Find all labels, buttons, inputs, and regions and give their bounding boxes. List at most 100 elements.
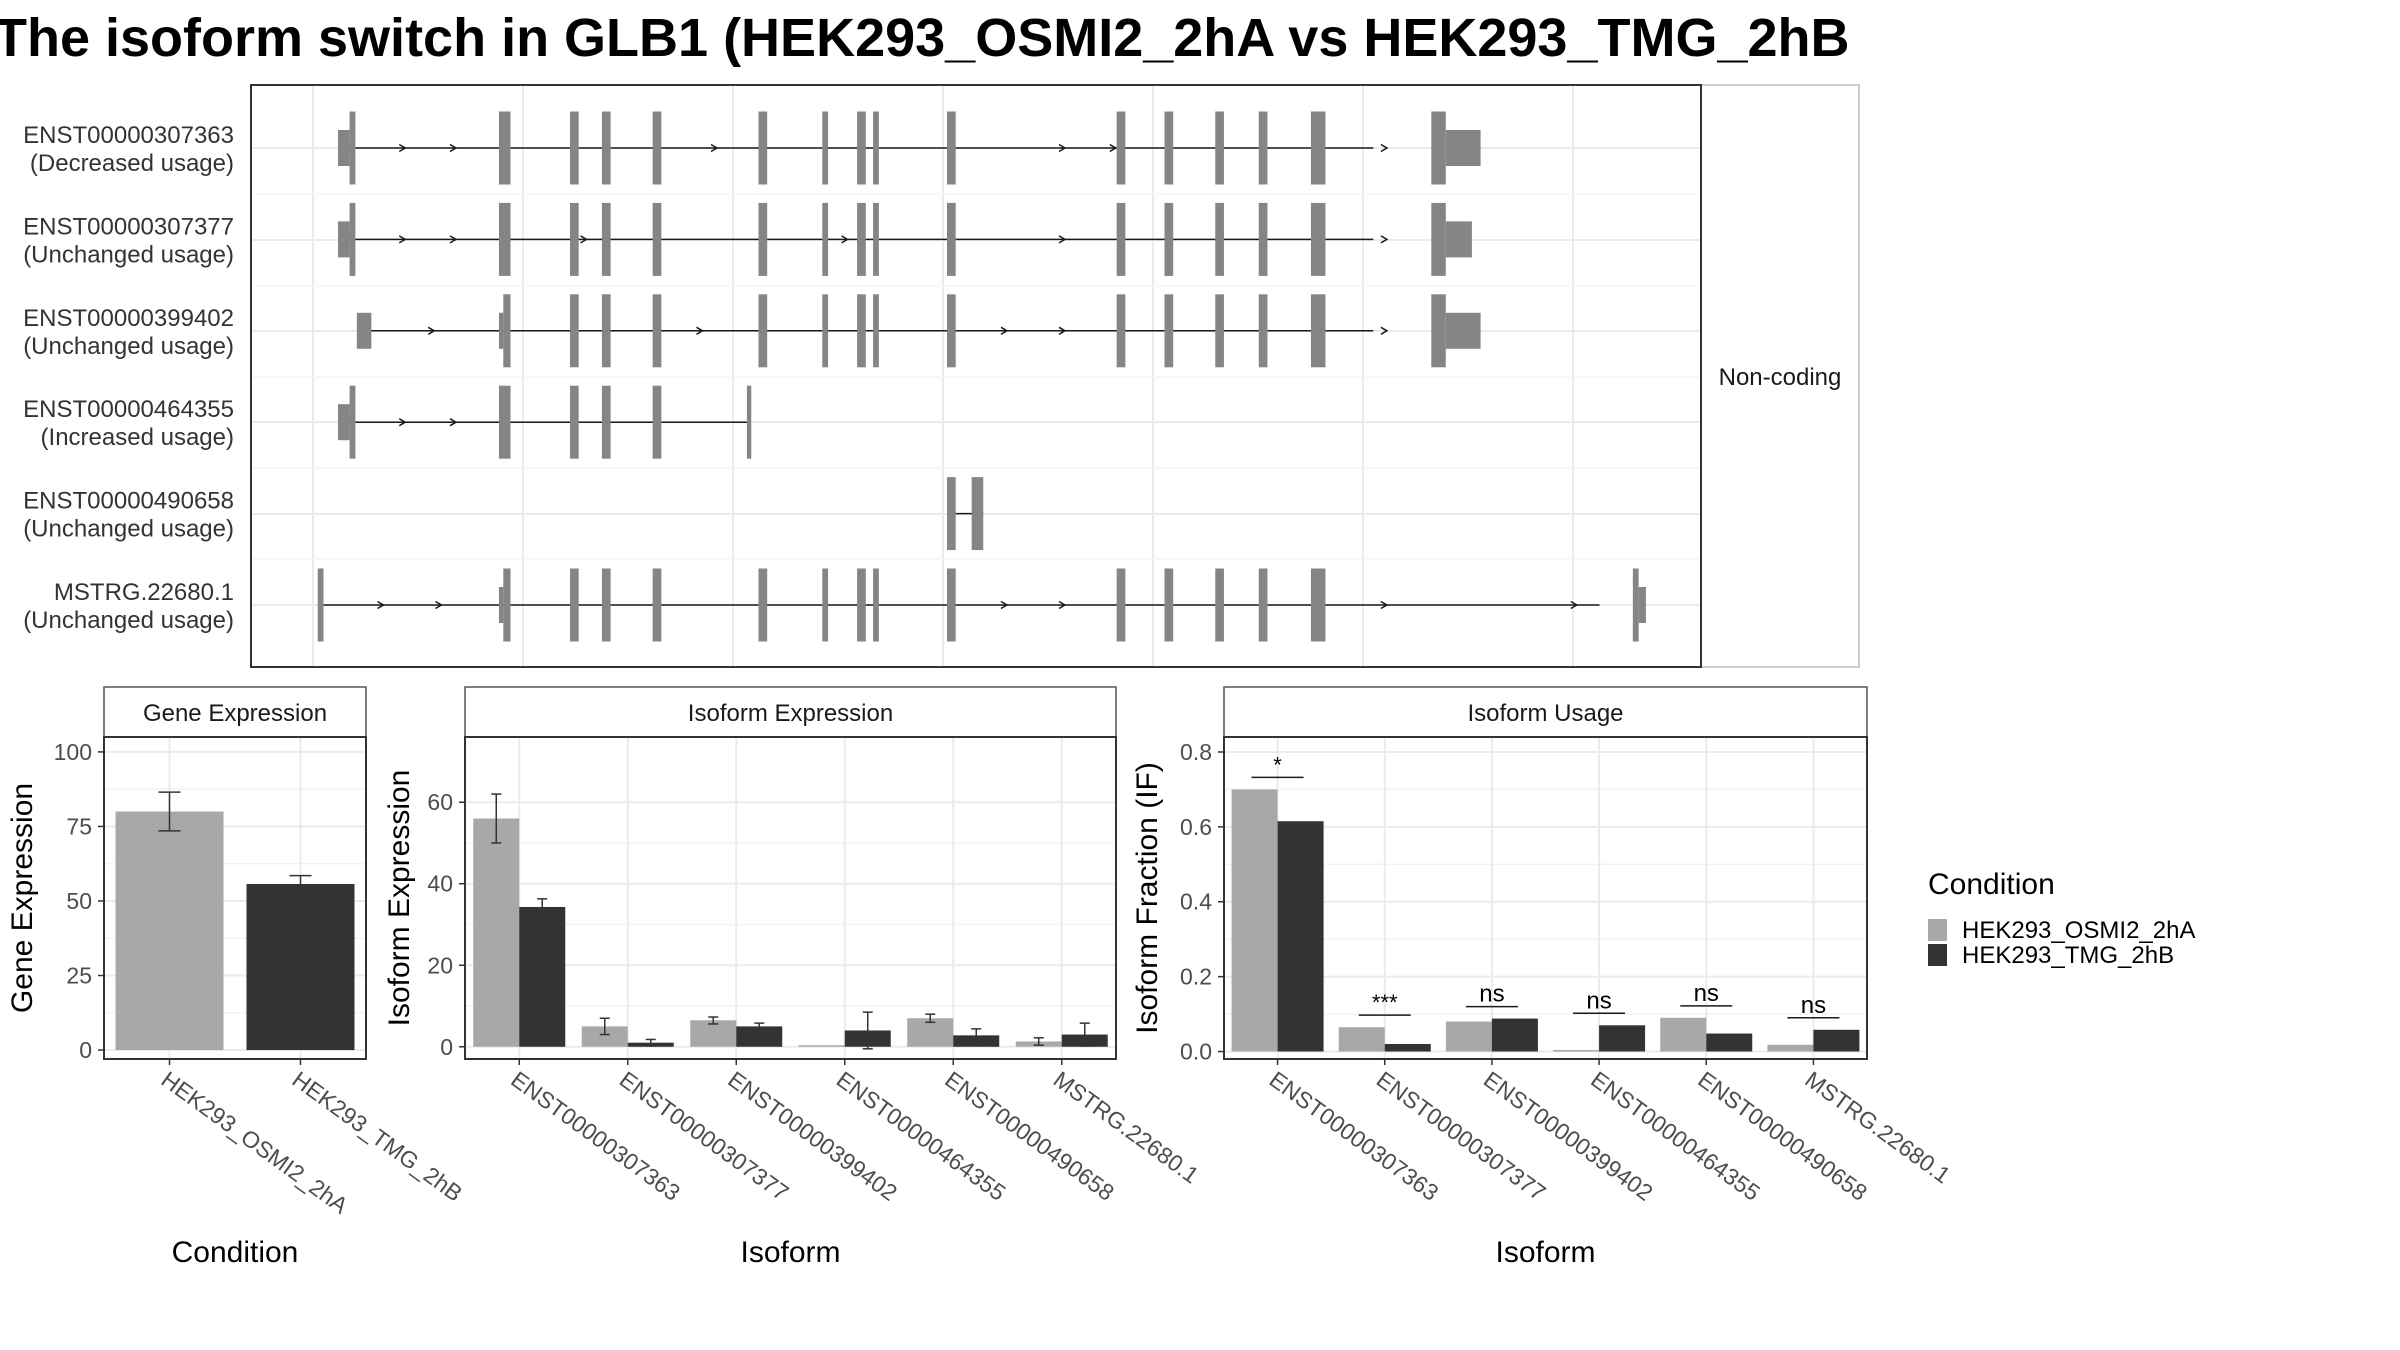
structure-strip-box	[1700, 84, 1860, 668]
coding-exon	[570, 385, 579, 459]
bar	[1553, 1050, 1600, 1052]
coding-exon	[1310, 202, 1326, 276]
intron-direction-arrow	[1380, 143, 1389, 153]
coding-exon	[1258, 294, 1268, 368]
intron-direction-arrow	[1000, 600, 1009, 610]
coding-exon	[1431, 202, 1446, 276]
panel-strip-label: Gene Expression	[143, 700, 327, 727]
coding-exon	[758, 294, 768, 368]
intron-direction-arrow	[1058, 600, 1067, 610]
bar	[581, 1026, 628, 1047]
coding-exon	[1258, 202, 1268, 276]
coding-exon	[1164, 111, 1174, 185]
utr-exon	[338, 221, 350, 258]
coding-exon	[1431, 111, 1446, 185]
intron-direction-arrow	[710, 143, 719, 153]
coding-exon	[758, 568, 768, 642]
coding-exon	[570, 568, 579, 642]
bar	[1231, 789, 1278, 1052]
x-axis-title: Isoform	[1495, 1236, 1595, 1269]
coding-exon	[1215, 202, 1224, 276]
significance-label: ns	[1586, 987, 1611, 1014]
coding-exon	[652, 568, 662, 642]
intron-direction-arrow	[427, 326, 436, 335]
bar	[1338, 1027, 1385, 1052]
intron-direction-arrow	[1380, 235, 1389, 244]
coding-exon	[1632, 568, 1639, 642]
figure-title: The isoform switch in GLB1 (HEK293_OSMI2…	[0, 8, 1850, 68]
coding-exon	[317, 568, 324, 642]
bar	[1445, 1021, 1492, 1052]
legend-title: Condition	[1928, 868, 2055, 901]
structure-plot-frame	[250, 84, 1702, 668]
intron-direction-arrow	[1109, 143, 1118, 153]
coding-exon	[1258, 111, 1268, 185]
intron-direction-arrow	[377, 600, 385, 610]
coding-exon	[498, 385, 511, 459]
transcript-id-label: ENST00000399402	[23, 305, 234, 332]
coding-exon	[349, 385, 356, 459]
coding-exon	[652, 202, 662, 276]
intron-direction-arrow	[1058, 235, 1067, 244]
y-tick-label: 25	[66, 963, 92, 989]
coding-exon	[947, 477, 956, 551]
bar	[798, 1045, 845, 1047]
coding-exon	[758, 202, 768, 276]
y-tick-label: 0	[79, 1037, 92, 1063]
legend-label-cond2: HEK293_TMG_2hB	[1962, 942, 2174, 969]
coding-exon	[1431, 294, 1446, 368]
intron-direction-arrow	[1380, 600, 1389, 610]
bar	[1660, 1017, 1707, 1052]
coding-exon	[822, 294, 829, 368]
transcript-id-label: ENST00000490658	[23, 488, 234, 515]
bar	[115, 811, 224, 1051]
y-tick-label: 100	[54, 739, 92, 765]
significance-label: ns	[1479, 981, 1504, 1008]
coding-exon	[873, 202, 879, 276]
coding-exon	[652, 385, 662, 459]
intron-direction-arrow	[580, 235, 588, 244]
intron-direction-arrow	[696, 326, 704, 335]
bar	[1706, 1033, 1753, 1052]
bar	[473, 818, 520, 1047]
coding-exon	[1258, 568, 1268, 642]
coding-exon	[873, 568, 879, 642]
coding-exon	[570, 202, 579, 276]
intron-direction-arrow	[1058, 326, 1067, 335]
y-tick-label: 50	[66, 888, 92, 914]
bar	[246, 883, 355, 1051]
x-axis-title: Condition	[172, 1236, 299, 1269]
coding-exon	[570, 111, 579, 185]
coding-exon	[1310, 294, 1326, 368]
structure-strip-label: Non-coding	[1719, 364, 1842, 391]
panel-strip-box	[464, 686, 1117, 738]
coding-exon	[652, 111, 662, 185]
transcript-usage-label: (Unchanged usage)	[23, 333, 234, 360]
y-tick-label: 0.8	[1180, 739, 1212, 765]
coding-exon	[857, 111, 866, 185]
legend-key-cond1	[1928, 919, 1947, 941]
panel-frame	[464, 736, 1117, 1060]
y-tick-label: 60	[427, 789, 453, 815]
intron-direction-arrow	[449, 143, 458, 153]
bar	[1813, 1029, 1860, 1052]
coding-exon	[873, 111, 879, 185]
bar	[519, 906, 566, 1047]
panel-frame	[1223, 736, 1868, 1060]
coding-exon	[947, 111, 956, 185]
transcript-id-label: ENST00000307363	[23, 122, 234, 149]
transcript-usage-label: (Unchanged usage)	[23, 607, 234, 634]
y-tick-label: 0	[440, 1034, 453, 1060]
y-tick-label: 0.6	[1180, 814, 1212, 840]
y-axis-title: Gene Expression	[6, 783, 39, 1013]
intron-direction-arrow	[1000, 326, 1009, 335]
transcript-usage-label: (Unchanged usage)	[23, 516, 234, 543]
transcript-usage-label: (Increased usage)	[41, 424, 234, 451]
y-tick-label: 0.0	[1180, 1039, 1212, 1065]
coding-exon	[1215, 111, 1224, 185]
intron-direction-arrow	[398, 418, 407, 427]
coding-exon	[857, 568, 866, 642]
intron-direction-arrow	[841, 235, 849, 244]
transcript-usage-label: (Decreased usage)	[30, 150, 234, 177]
